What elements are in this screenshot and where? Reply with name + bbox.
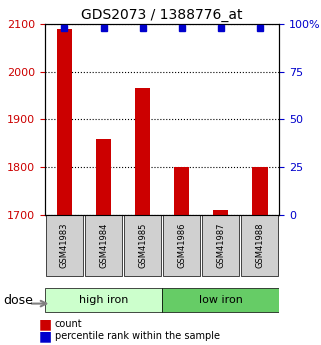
FancyBboxPatch shape — [163, 215, 200, 276]
FancyBboxPatch shape — [46, 215, 83, 276]
Bar — [213, 210, 229, 215]
Text: dose: dose — [3, 294, 33, 307]
Text: GSM41984: GSM41984 — [99, 223, 108, 268]
FancyBboxPatch shape — [85, 215, 122, 276]
Text: GSM41988: GSM41988 — [255, 223, 264, 268]
Text: ■: ■ — [39, 329, 52, 343]
Text: count: count — [55, 319, 82, 329]
Bar — [174, 167, 189, 215]
Title: GDS2073 / 1388776_at: GDS2073 / 1388776_at — [81, 8, 243, 22]
Text: ■: ■ — [39, 317, 52, 331]
FancyBboxPatch shape — [241, 215, 279, 276]
Bar — [96, 139, 111, 215]
Text: percentile rank within the sample: percentile rank within the sample — [55, 332, 220, 341]
Bar — [56, 29, 72, 215]
FancyBboxPatch shape — [202, 215, 239, 276]
Bar — [135, 89, 150, 215]
Text: GSM41986: GSM41986 — [177, 223, 186, 268]
Text: GSM41983: GSM41983 — [60, 223, 69, 268]
FancyBboxPatch shape — [124, 215, 161, 276]
Text: GSM41987: GSM41987 — [216, 223, 225, 268]
Bar — [252, 167, 267, 215]
Text: GSM41985: GSM41985 — [138, 223, 147, 268]
